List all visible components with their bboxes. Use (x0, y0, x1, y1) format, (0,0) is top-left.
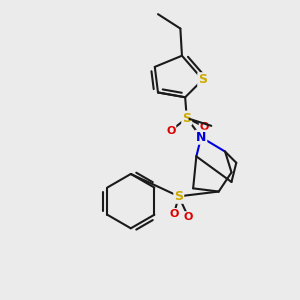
Text: O: O (200, 122, 209, 132)
Text: O: O (166, 126, 176, 136)
Text: S: S (174, 190, 183, 203)
Text: O: O (169, 209, 179, 219)
Text: S: S (182, 112, 191, 124)
Text: N: N (196, 131, 206, 144)
Text: O: O (184, 212, 193, 222)
Text: S: S (198, 73, 207, 86)
